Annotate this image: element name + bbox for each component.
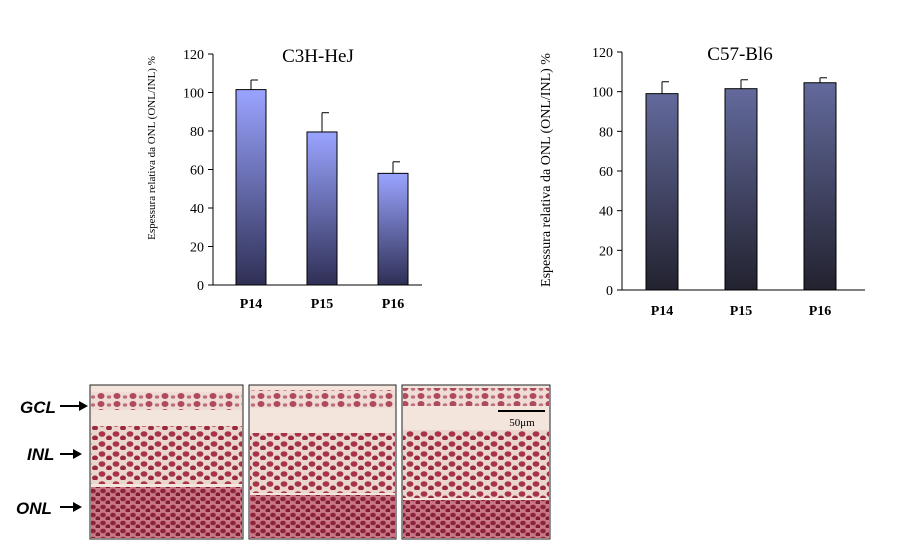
label-inl-text: INL xyxy=(27,445,54,464)
chart1-y-tick-label: 100 xyxy=(183,87,204,102)
chart2-bar-p16 xyxy=(803,82,837,291)
chart2-x-tick-label: P15 xyxy=(730,304,753,319)
chart1-y-tick-label: 120 xyxy=(183,48,204,63)
chart1-x-tick-label: P15 xyxy=(311,297,334,312)
chart2-x-tick-label: P14 xyxy=(651,304,674,319)
chart2-y-axis-label: Espessura relativa da ONL (ONL/INL) % xyxy=(539,53,554,287)
chart1-y-tick-label: 0 xyxy=(197,279,204,294)
chart2-y-tick-label: 120 xyxy=(592,46,613,61)
chart2-y-tick-label: 20 xyxy=(599,244,613,259)
chart1-bar-p16 xyxy=(377,172,409,286)
chart2-bar-p15 xyxy=(724,88,758,291)
chart2-y-tick-label: 0 xyxy=(606,284,613,299)
label-onl: ONL xyxy=(16,499,82,518)
label-gcl-text: GCL xyxy=(20,398,56,417)
chart1-y-tick-label: 20 xyxy=(190,241,204,256)
chart2-y-tick-label: 40 xyxy=(599,205,613,220)
chart1-y-axis-label: Espessura relativa da ONL (ONL/INL) % xyxy=(146,56,158,240)
histology-panel-1 xyxy=(89,384,244,540)
label-inl: INL xyxy=(27,445,82,464)
chart2-bar-p14 xyxy=(645,93,679,291)
chart1-y-tick-label: 40 xyxy=(190,202,204,217)
chart1-y-tick-label: 60 xyxy=(190,164,204,179)
histology-panel-2 xyxy=(248,384,397,540)
chart1-title: C3H-HeJ xyxy=(282,46,354,67)
chart1-bar-p14 xyxy=(235,89,267,286)
chart1-bar-p15 xyxy=(306,131,338,286)
arrow-inl-head xyxy=(73,449,82,459)
arrow-onl-head xyxy=(73,502,82,512)
chart2-x-tick-label: P16 xyxy=(809,304,832,319)
arrow-gcl-head xyxy=(79,401,88,411)
chart2-y-tick-label: 100 xyxy=(592,86,613,101)
histology-panel-3: 50μm xyxy=(401,384,551,540)
chart1-y-tick-label: 80 xyxy=(190,125,204,140)
label-gcl: GCL xyxy=(20,398,88,417)
label-onl-text: ONL xyxy=(16,499,52,518)
chart2-y-tick-label: 80 xyxy=(599,125,613,140)
chart2-y-tick-label: 60 xyxy=(599,165,613,180)
scale-bar-label: 50μm xyxy=(509,417,535,429)
chart1-x-tick-label: P16 xyxy=(382,297,405,312)
chart1-x-tick-label: P14 xyxy=(240,297,263,312)
chart2-title: C57-Bl6 xyxy=(707,44,772,65)
